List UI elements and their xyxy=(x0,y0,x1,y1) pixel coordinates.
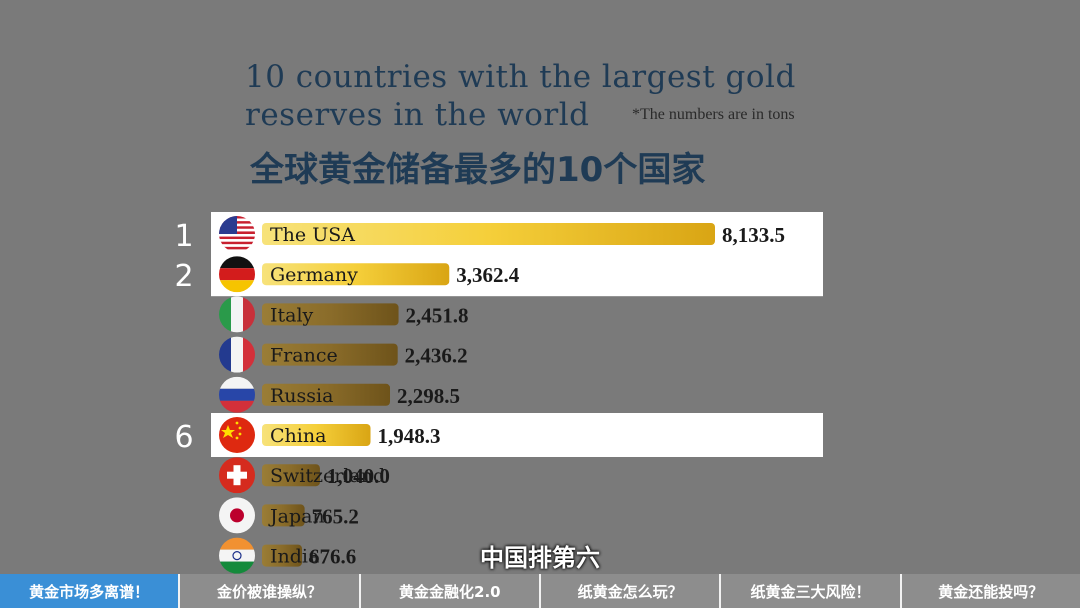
category-label: Germany xyxy=(270,264,358,286)
value-label: 676.6 xyxy=(309,545,356,569)
chapter-tab-4[interactable]: 纸黄金怎么玩？ xyxy=(541,574,722,608)
category-label: The USA xyxy=(270,224,355,246)
russia-flag-icon xyxy=(219,376,255,413)
bar xyxy=(262,383,391,406)
bar xyxy=(262,223,715,245)
chapter-tab-2[interactable]: 金价被谁操纵？ xyxy=(180,574,361,608)
rank-label: 2 xyxy=(174,259,193,294)
category-label: India xyxy=(270,546,319,568)
chapter-tab-3[interactable]: 黄金金融化2.0 xyxy=(361,574,541,608)
italy-flag-icon xyxy=(219,296,255,333)
category-label: China xyxy=(270,425,326,447)
video-subtitle: 中国排第六 xyxy=(480,544,600,572)
chapter-tab-6[interactable]: 黄金还能投吗？ xyxy=(938,582,1044,601)
bar xyxy=(262,504,305,527)
value-label: 8,133.5 xyxy=(722,223,785,247)
germany-flag-icon xyxy=(219,256,255,293)
value-label: 2,436.2 xyxy=(405,344,468,368)
value-label: 765.2 xyxy=(312,504,359,528)
chapter-nav-bar: 黄金市场多离谱！ 金价被谁操纵？ 黄金金融化2.0 纸黄金怎么玩？ 纸黄金三大风险！ 黄金… xyxy=(0,574,1080,608)
value-label: 3,362.4 xyxy=(456,263,520,287)
bar xyxy=(262,343,398,366)
switzerland-flag-icon xyxy=(219,457,255,494)
bar xyxy=(262,263,450,286)
bar xyxy=(262,424,371,446)
japan-flag-icon xyxy=(219,497,255,534)
value-label: 1,948.3 xyxy=(378,424,441,448)
category-label: Japan xyxy=(268,505,325,527)
category-label: Switzerland xyxy=(270,465,385,487)
india-flag-icon xyxy=(219,537,255,574)
china-flag-icon xyxy=(219,417,255,453)
bar xyxy=(262,303,399,326)
category-label: Russia xyxy=(270,385,333,407)
france-flag-icon xyxy=(219,336,255,373)
value-label: 1,040.0 xyxy=(327,464,390,488)
bar xyxy=(262,464,320,487)
units-note: *The numbers are in tons xyxy=(632,106,795,123)
value-label: 2,298.5 xyxy=(397,384,460,408)
category-label: Italy xyxy=(270,304,314,326)
usa-flag-icon xyxy=(219,216,255,252)
chapter-tab-5[interactable]: 纸黄金三大风险！ xyxy=(721,574,902,608)
chapter-tab-1[interactable]: 黄金市场多离谱！ xyxy=(0,574,181,608)
category-label: France xyxy=(270,345,338,367)
rank-label: 1 xyxy=(174,219,193,254)
bar xyxy=(262,544,302,567)
chart-title-chinese: 全球黄金储备最多的10个国家 xyxy=(250,150,706,190)
rank-label: 6 xyxy=(174,420,193,455)
value-label: 2,451.8 xyxy=(406,303,469,327)
chart-title-english: 10 countries with the largest gold reser… xyxy=(245,59,796,133)
